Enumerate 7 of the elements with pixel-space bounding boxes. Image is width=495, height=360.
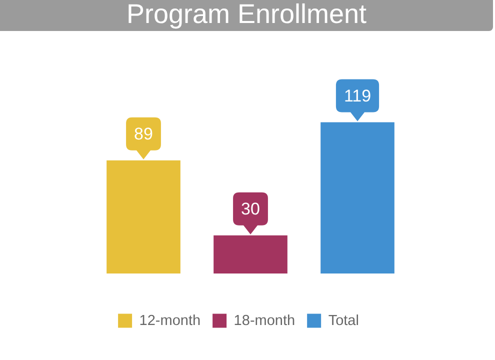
legend-label: Total	[328, 312, 359, 329]
data-label: 30	[241, 200, 260, 219]
legend-label: 12-month	[139, 312, 201, 329]
legend-label: 18-month	[234, 312, 296, 329]
data-label: 89	[134, 124, 153, 144]
chart-title: Program Enrollment	[0, 0, 493, 31]
data-label: 119	[344, 86, 372, 106]
